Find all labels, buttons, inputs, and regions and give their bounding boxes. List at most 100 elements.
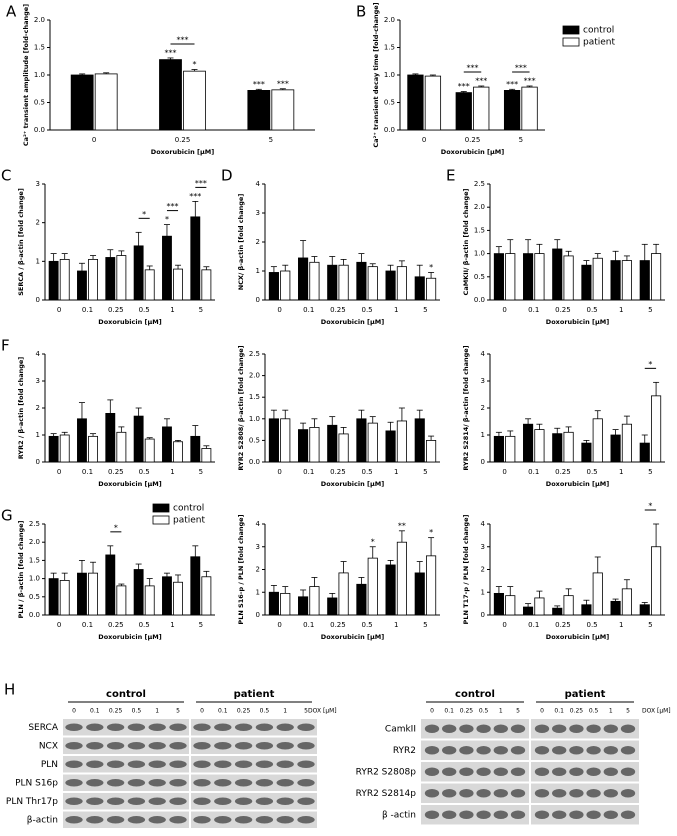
blot-band	[148, 797, 166, 805]
dose-label: 0.25	[570, 708, 584, 715]
y-tick-label: 1.5	[29, 556, 40, 564]
blot-band	[297, 816, 315, 824]
blot-band	[569, 810, 584, 820]
bar	[414, 276, 425, 301]
blot-band	[276, 779, 294, 787]
comparison-significance: *	[648, 360, 652, 369]
comparison-significance: ***	[177, 35, 189, 44]
blot-band	[493, 767, 508, 777]
group-label: control	[106, 689, 146, 700]
y-tick-label: 0.5	[384, 99, 395, 107]
x-tick-label: 1	[170, 468, 174, 476]
bar	[367, 266, 378, 301]
blot-band	[276, 816, 294, 824]
blot-membrane	[531, 762, 639, 782]
blot-band	[193, 742, 211, 750]
legend-label: control	[583, 26, 614, 36]
group-label: patient	[234, 689, 275, 700]
blot-band	[86, 723, 104, 731]
blot-band	[65, 816, 83, 824]
bar	[116, 255, 127, 301]
y-tick-label: 1.0	[384, 71, 395, 79]
y-tick-label: 3	[481, 377, 485, 385]
blot-row-label: NCX	[39, 741, 58, 751]
dose-label: 0.25	[109, 708, 123, 715]
blot-band	[148, 742, 166, 750]
y-tick-label: 1	[481, 431, 485, 439]
blot-band	[234, 760, 253, 768]
significance: *	[193, 60, 197, 69]
bar	[581, 264, 592, 301]
legend-label: patient	[173, 516, 205, 526]
blot-membrane	[191, 737, 317, 754]
y-tick-label: 2	[256, 566, 260, 574]
significance: ***	[277, 79, 289, 88]
blot-membrane	[63, 756, 189, 773]
blot-band	[148, 816, 166, 824]
blot-band	[603, 724, 618, 734]
legend-swatch	[562, 25, 580, 35]
bar	[183, 70, 206, 131]
bar	[162, 576, 172, 616]
blot-band	[276, 797, 294, 805]
y-tick-label: 2	[36, 219, 40, 227]
blot-band	[476, 810, 491, 820]
blot-band	[148, 760, 166, 768]
y-axis-label: RYR2 / β-actin [fold change]	[17, 357, 25, 460]
blot-band	[620, 745, 636, 755]
y-tick-label: 2	[36, 404, 40, 412]
blot-band	[569, 788, 584, 798]
y-tick-label: 2.0	[29, 538, 40, 546]
y-tick-label: 2	[256, 238, 260, 246]
legend-swatch	[562, 37, 580, 47]
x-tick-label: 0.5	[587, 468, 598, 476]
bar	[563, 255, 574, 301]
bar	[116, 431, 127, 463]
blot-band	[193, 797, 211, 805]
bar	[521, 86, 538, 131]
blot-band	[442, 810, 457, 820]
bar	[505, 435, 516, 463]
blot-band	[510, 767, 526, 777]
blot-row-label: β-actin	[27, 815, 58, 825]
bar	[201, 576, 212, 616]
blot-band	[569, 745, 584, 755]
y-axis-label: RYR2 S2814/ β-actin [fold change]	[462, 345, 470, 470]
blot-band	[620, 810, 636, 820]
blot-band	[169, 816, 187, 824]
y-tick-label: 2	[481, 404, 485, 412]
blot-band	[234, 742, 253, 750]
blot-band	[603, 788, 618, 798]
blot-membrane	[531, 805, 639, 825]
x-axis-label: Doxorubicin [µM]	[321, 318, 384, 326]
blot-band	[65, 760, 83, 768]
y-axis-label: PLN / β-actin [fold change]	[17, 520, 25, 618]
panel-label: H	[4, 681, 15, 699]
bar	[105, 412, 116, 463]
blot-band	[65, 797, 83, 805]
y-tick-label: 4	[256, 520, 261, 528]
bar	[133, 569, 144, 616]
dose-label: 1	[283, 708, 287, 715]
blot-band	[86, 742, 104, 750]
dose-label: 5	[304, 708, 308, 715]
blot-band	[493, 745, 508, 755]
y-tick-label: 1	[36, 431, 40, 439]
blot-band	[424, 767, 440, 777]
blot-band	[255, 760, 274, 768]
blot-band	[534, 788, 550, 798]
x-axis-label: Doxorubicin [µM]	[98, 480, 161, 488]
bar	[105, 554, 116, 616]
significance: ***	[189, 192, 201, 201]
blot-band	[442, 767, 457, 777]
blot-membrane	[63, 737, 189, 754]
x-tick-label: 0	[92, 136, 96, 144]
bar	[247, 90, 271, 131]
bar	[338, 572, 349, 616]
blot-band	[106, 760, 125, 768]
blot-row-label: RYR2 S2814p	[356, 789, 417, 799]
legend-label: patient	[583, 38, 615, 48]
bar	[309, 586, 320, 616]
bar	[173, 441, 183, 463]
blot-row-label: CamkII	[385, 724, 416, 734]
